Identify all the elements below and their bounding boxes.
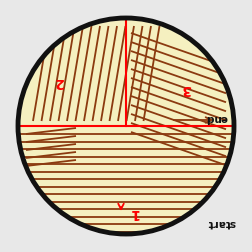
Text: 1: 1 (129, 205, 138, 219)
Text: 3: 3 (180, 82, 190, 96)
Circle shape (18, 19, 233, 234)
Text: start: start (207, 217, 235, 227)
Text: 2: 2 (53, 75, 63, 89)
Text: end: end (205, 113, 227, 122)
